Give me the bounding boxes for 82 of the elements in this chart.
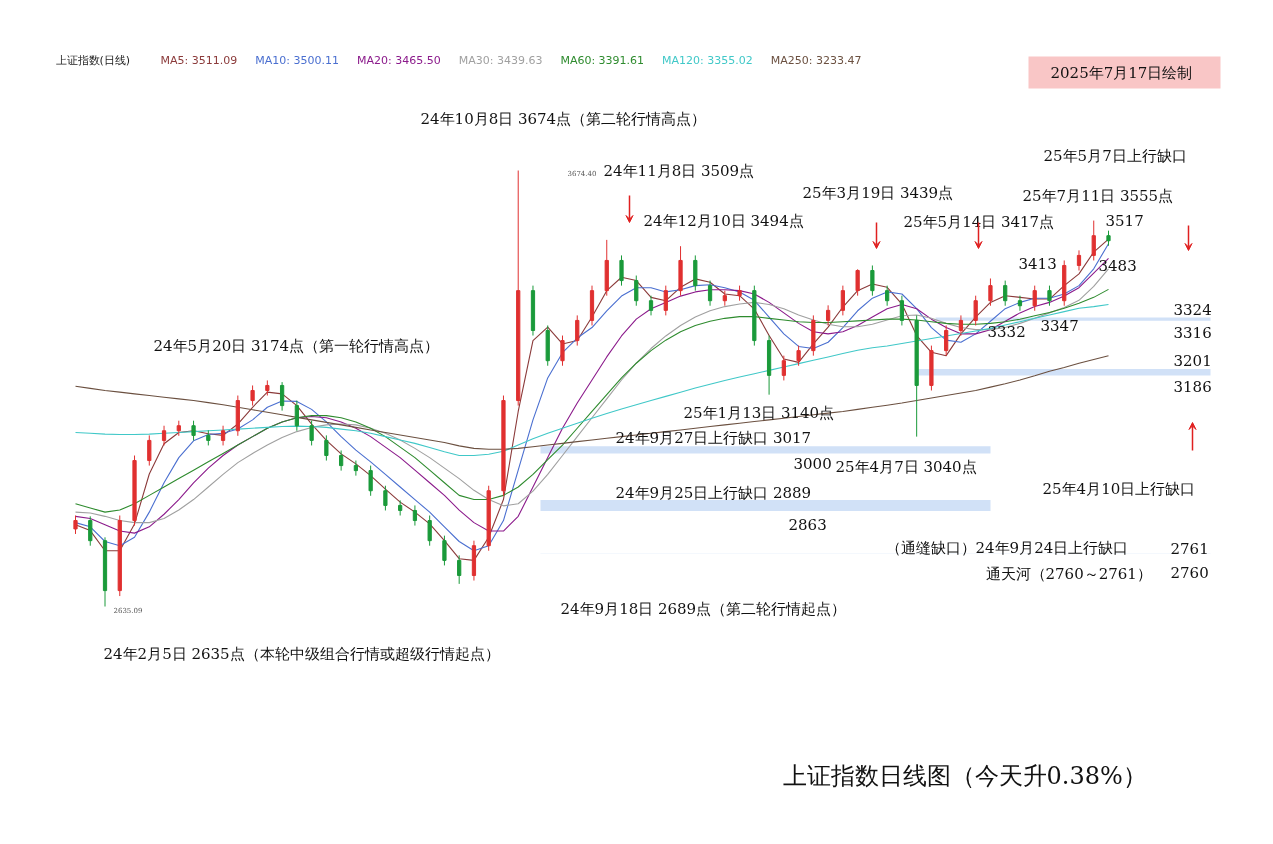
candlestick [339, 449, 344, 472]
annotation: 25年3月19日 3439点 [802, 183, 954, 202]
candlestick [73, 515, 78, 535]
candlestick [353, 460, 359, 477]
candlestick [1003, 280, 1008, 307]
text: MA5: 3511.09 [160, 54, 238, 67]
text: 25年5月7日上行缺口 [1043, 146, 1187, 165]
candlestick [796, 345, 801, 367]
candlestick [634, 275, 639, 307]
annotation: 25年4月7日 3040点 [835, 457, 977, 476]
annotation: 3517 [1105, 212, 1144, 230]
annotation: 3332 [987, 323, 1026, 341]
candlestick [412, 504, 418, 527]
candlestick [781, 355, 786, 381]
annotation: 24年5月20日 3174点（第一轮行情高点） [153, 336, 440, 355]
text: MA10: 3500.11 [255, 54, 339, 67]
annotation: 3000 [793, 455, 832, 473]
annotation: 24年11月8日 3509点 [603, 161, 755, 180]
annotation: 24年9月18日 2689点（第二轮行情起点） [560, 599, 847, 618]
candlestick [279, 381, 285, 412]
candlestick [383, 485, 388, 511]
candlestick [161, 425, 167, 446]
candlestick [648, 295, 654, 316]
candlestick [250, 384, 255, 407]
text: 2760 [1170, 564, 1209, 582]
candlestick [294, 400, 299, 432]
candlestick [663, 285, 668, 316]
text: MA30: 3439.63 [458, 54, 543, 67]
candlestick [1017, 295, 1023, 312]
candlestick [324, 434, 329, 462]
legend-title: 上证指数(日线) [55, 54, 131, 67]
candlestick [368, 465, 373, 497]
candlestick [840, 285, 845, 316]
candlestick [899, 295, 905, 326]
annotation: 通天河（2760～2761） [985, 564, 1152, 583]
candlestick [958, 314, 964, 337]
candlestick [973, 295, 978, 326]
text: 2025年7月17日绘制 [1050, 63, 1193, 82]
candlestick [457, 554, 462, 585]
text: 2761 [1170, 540, 1209, 558]
annotation: 3347 [1040, 317, 1079, 335]
candlestick [707, 280, 713, 307]
candlestick [427, 515, 432, 547]
candlestick [88, 515, 93, 547]
candlestick [147, 434, 152, 467]
candlestick [885, 285, 890, 307]
text: 上证指数日线图（今天升0.38%） [782, 761, 1147, 790]
candlestick [1091, 220, 1096, 261]
candlestick [825, 304, 831, 326]
annotation: 3413 [1018, 255, 1057, 273]
text: 24年10月8日 3674点（第二轮行情高点） [420, 109, 707, 128]
candlestick [619, 254, 624, 287]
candlestick [575, 314, 580, 347]
text: 3201 [1173, 352, 1212, 370]
candlestick [220, 425, 226, 446]
text: 3324 [1173, 301, 1212, 319]
candlestick [988, 277, 993, 307]
text: MA60: 3391.61 [560, 54, 645, 67]
annotation: 25年5月14日 3417点 [903, 212, 1055, 231]
annotation: 24年9月25日上行缺口 2889 [615, 483, 812, 502]
candlestick [442, 535, 447, 566]
candlestick [191, 420, 196, 441]
candlestick [1032, 285, 1037, 312]
annotation: （通缝缺口）24年9月24日上行缺口 [885, 538, 1129, 557]
annotation: 25年4月10日上行缺口 [1042, 479, 1196, 498]
annotation: 3483 [1098, 257, 1137, 275]
text: 3186 [1173, 378, 1212, 396]
candlestick [309, 420, 314, 446]
text: 3316 [1173, 324, 1212, 342]
candlestick [560, 335, 565, 367]
candlestick [1047, 285, 1052, 307]
text: MA20: 3465.50 [357, 54, 441, 67]
candlestick [944, 324, 949, 357]
text: MA250: 3233.47 [770, 54, 862, 67]
annotation: 24年12月10日 3494点 [643, 211, 804, 230]
text: MA120: 3355.02 [662, 54, 753, 67]
annotation: 2863 [788, 516, 827, 534]
text: 24年2月5日 2635点（本轮中级组合行情或超级行情起点） [103, 644, 500, 663]
candlestick [870, 264, 875, 297]
candlestick [1076, 249, 1082, 272]
annotation: 25年7月11日 3555点 [1022, 186, 1174, 205]
candlestick [855, 268, 860, 297]
